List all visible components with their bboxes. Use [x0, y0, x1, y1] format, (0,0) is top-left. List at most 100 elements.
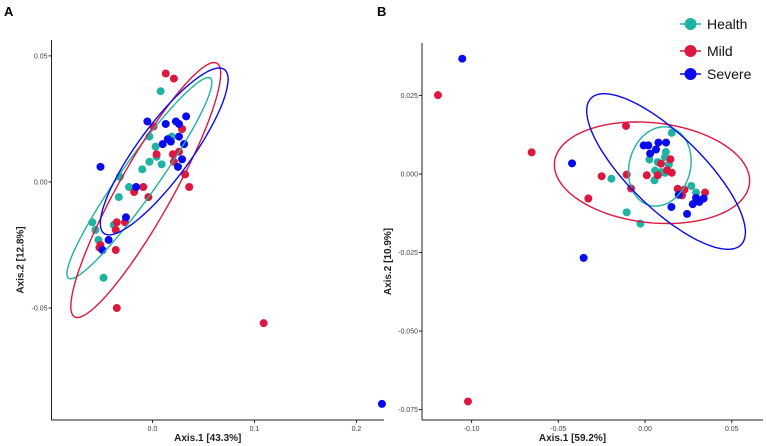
point-severe: [178, 155, 187, 164]
point-mild: [621, 121, 630, 130]
legend-label: Health: [707, 16, 747, 32]
point-severe: [166, 137, 175, 146]
point-health: [138, 165, 147, 174]
point-mild: [139, 183, 148, 192]
point-severe: [104, 235, 113, 244]
point-health: [145, 157, 154, 166]
legend-marker: [684, 68, 697, 80]
point-health: [125, 183, 134, 192]
panel-label: B: [377, 4, 386, 19]
point-mild: [666, 155, 675, 164]
point-mild: [673, 184, 682, 193]
y-tick-label: -0.050: [398, 329, 418, 336]
point-mild: [701, 188, 710, 197]
y-tick-label: 0.025: [400, 93, 418, 100]
point-severe: [173, 162, 182, 171]
panel-a: A 0.0 0.1 0.2 0.05 0.00 -0.05 Axis.1 [43.3%] Axi…: [4, 4, 386, 444]
point-mild: [657, 159, 666, 168]
point-health: [645, 155, 654, 164]
panel-b: B -0.10 -0.05 0.00 0.05 0.025 0.000 -0.025 -0.05…: [377, 4, 763, 444]
x-axis-label: Axis.1 [43.3%]: [174, 433, 241, 444]
x-tick-label: 0.2: [352, 426, 362, 433]
point-health: [622, 208, 631, 217]
y-tick-label: 0.000: [400, 172, 418, 179]
ellipse-mild: [70, 61, 222, 319]
point-severe: [121, 213, 130, 222]
ellipse-health: [627, 126, 692, 207]
point-health: [151, 142, 160, 151]
ellipse-severe: [99, 67, 229, 236]
y-tick-label: 0.00: [34, 179, 48, 186]
legend: Health Mild Severe: [680, 16, 752, 82]
point-mild: [259, 319, 268, 328]
point-severe: [377, 399, 386, 408]
point-severe: [654, 138, 663, 147]
legend-label: Mild: [707, 43, 733, 59]
point-mild: [584, 194, 593, 203]
point-severe: [646, 149, 655, 158]
point-severe: [568, 159, 577, 168]
point-severe: [174, 119, 183, 128]
legend-marker: [684, 45, 697, 57]
point-severe: [132, 183, 141, 192]
x-tick-label: 0.00: [638, 426, 652, 433]
point-mild: [169, 74, 178, 83]
point-severe: [644, 141, 653, 150]
point-mild: [112, 304, 121, 313]
plot-area: [66, 61, 386, 408]
point-mild: [185, 183, 194, 192]
legend-item-severe: Severe: [680, 66, 752, 82]
point-severe: [667, 202, 676, 211]
point-health: [607, 174, 616, 183]
point-health: [99, 273, 108, 282]
point-mild: [433, 91, 442, 100]
point-mild: [527, 148, 536, 157]
point-severe: [651, 145, 660, 154]
y-tick-label: -0.075: [398, 407, 418, 414]
x-axis-label: Axis.1 [59.2%]: [539, 433, 606, 444]
point-mild: [667, 168, 676, 177]
point-health: [114, 193, 123, 202]
point-severe: [699, 194, 708, 203]
point-severe: [458, 54, 467, 63]
point-severe: [662, 138, 671, 147]
point-severe: [182, 112, 191, 121]
point-severe: [143, 117, 152, 126]
point-severe: [688, 200, 697, 209]
point-health: [156, 87, 165, 96]
ellipse-severe: [586, 93, 747, 250]
point-health: [157, 160, 166, 169]
x-tick-label: 0.05: [725, 426, 739, 433]
x-tick-label: -0.10: [464, 426, 480, 433]
x-tick-label: 0.0: [148, 426, 158, 433]
y-tick-label: -0.05: [32, 306, 48, 313]
point-mild: [168, 150, 177, 159]
y-tick-label: -0.025: [398, 250, 418, 257]
y-axis-label: Axis.2 [10.9%]: [383, 228, 394, 295]
point-severe: [161, 119, 170, 128]
y-axis-label: Axis.2 [12.8%]: [16, 226, 27, 293]
plot-area: [433, 54, 751, 406]
point-severe: [579, 253, 588, 262]
point-mild: [111, 246, 120, 255]
y-tick-label: 0.05: [34, 53, 48, 60]
point-severe: [683, 209, 692, 218]
legend-item-health: Health: [680, 16, 747, 32]
point-health: [687, 181, 696, 190]
point-mild: [152, 150, 161, 159]
point-mild: [111, 225, 120, 234]
legend-item-mild: Mild: [680, 43, 733, 59]
point-severe: [158, 140, 167, 149]
point-severe: [174, 132, 183, 141]
point-mild: [161, 69, 170, 78]
point-mild: [642, 171, 651, 180]
point-mild: [597, 172, 606, 181]
point-mild: [463, 397, 472, 406]
legend-marker: [684, 18, 697, 30]
ellipse-mild: [553, 121, 751, 225]
x-tick-label: -0.05: [550, 426, 566, 433]
point-mild: [112, 218, 121, 227]
panel-label: A: [4, 4, 14, 19]
legend-label: Severe: [707, 66, 752, 82]
